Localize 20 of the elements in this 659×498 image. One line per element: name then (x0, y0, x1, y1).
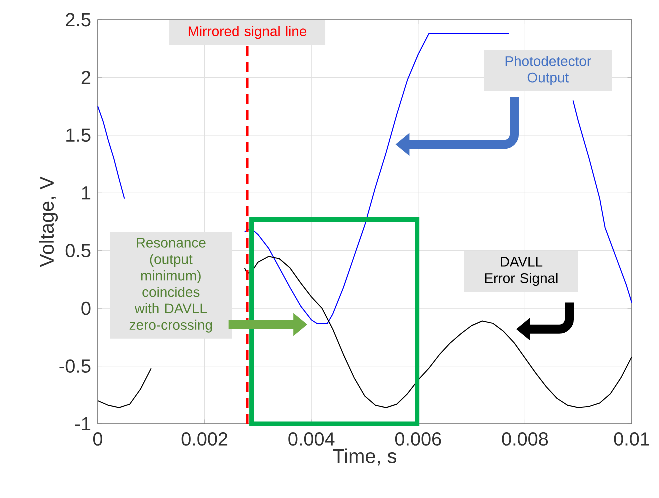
y-tick-label: 1.5 (66, 128, 91, 142)
ref-line-label: Mirrored signal line (188, 26, 307, 40)
annotation: DAVLL Error Signal (485, 257, 558, 286)
y-tick-label: -0.5 (60, 360, 91, 373)
y-tick-label: 1 (82, 186, 91, 200)
x-axis-title: Time, s (333, 448, 397, 466)
y-tick-label: 2.5 (66, 13, 91, 27)
y-tick-label: -1 (75, 417, 91, 431)
y-tick-label: 2 (82, 71, 91, 84)
annotation: Photodetector Output (506, 56, 592, 86)
x-tick-label: 0.01 (614, 432, 650, 446)
y-tick-label: 0.5 (66, 244, 91, 258)
x-tick-label: 0.006 (395, 432, 442, 446)
x-tick-label: 0.002 (182, 432, 228, 446)
x-tick-label: 0 (93, 432, 103, 446)
annotation: Resonance (output minimum) coincides with DAVLL zero-crossing (130, 238, 212, 333)
x-tick-label: 0.004 (288, 432, 335, 446)
y-axis-title: Voltage, V (39, 176, 58, 268)
y-tick-label: 0 (82, 302, 91, 316)
x-tick-label: 0.008 (502, 432, 548, 446)
